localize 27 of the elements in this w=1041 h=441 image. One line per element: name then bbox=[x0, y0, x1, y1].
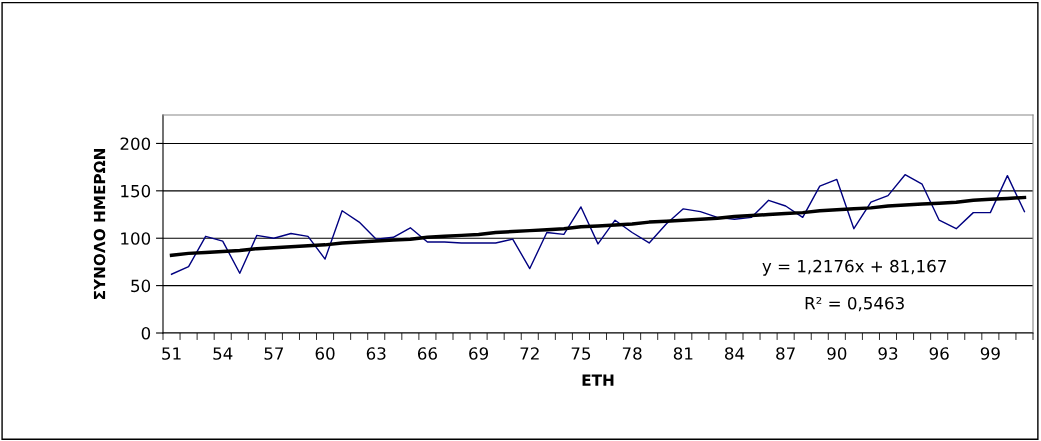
x-tick-label: 84 bbox=[725, 347, 745, 360]
annotation: y = 1,2176x + 81,167 bbox=[762, 259, 946, 276]
x-tick-label: 51 bbox=[162, 347, 181, 360]
x-tick-label: 72 bbox=[520, 347, 539, 360]
x-tick-label: 96 bbox=[929, 347, 949, 360]
x-tick-label: 81 bbox=[673, 347, 693, 360]
x-tick-label: 87 bbox=[776, 347, 795, 360]
x-axis-title: ΕΤΗ bbox=[582, 374, 614, 386]
y-tick-label: 150 bbox=[121, 184, 151, 198]
x-tick-label: 66 bbox=[417, 347, 437, 360]
x-tick-label: 57 bbox=[264, 347, 284, 360]
y-tick-label: 200 bbox=[120, 137, 151, 150]
x-tick-label: 90 bbox=[827, 347, 847, 360]
x-tick-label: 63 bbox=[366, 347, 386, 360]
y-axis-title: ΣΥΝΟΛΟ ΗΜΕΡΩΝ bbox=[93, 149, 106, 299]
y-tick-label: 0 bbox=[141, 326, 151, 340]
x-tick-label: 78 bbox=[622, 347, 642, 360]
x-tick-label: 69 bbox=[469, 347, 489, 360]
x-tick-label: 93 bbox=[878, 347, 898, 360]
x-tick-label: 60 bbox=[315, 347, 335, 360]
x-tick-label: 54 bbox=[213, 347, 233, 360]
line-series bbox=[170, 174, 1026, 275]
y-tick-label: 50 bbox=[131, 279, 151, 293]
annotation: R² = 0,5463 bbox=[805, 296, 904, 312]
x-tick-label: 99 bbox=[980, 347, 1000, 360]
x-tick-label: 75 bbox=[571, 347, 591, 360]
y-tick-label: 100 bbox=[121, 232, 151, 245]
